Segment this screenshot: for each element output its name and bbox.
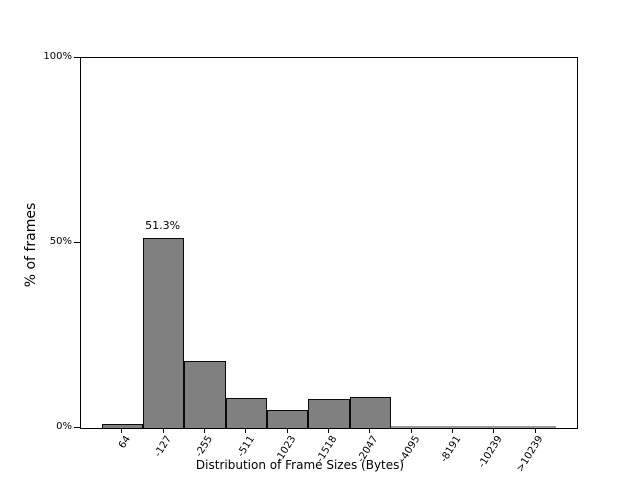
x-tick: [245, 428, 247, 433]
x-tick-label: 64: [116, 434, 133, 451]
x-tick: [162, 428, 164, 433]
plot-area: [80, 57, 578, 429]
x-tick: [328, 428, 329, 433]
x-tick: [369, 428, 371, 433]
x-axis-label: Distribution of Frame Sizes (Bytes): [195, 458, 405, 472]
bar-annotation: 51.3%: [145, 219, 181, 233]
x-tick-label: -4095: [397, 434, 423, 465]
x-tick-label: >10239: [515, 434, 547, 474]
x-tick-label: -10239: [476, 434, 505, 470]
x-tick: [410, 428, 412, 433]
bar--1023: [267, 409, 309, 428]
bar-64: [101, 424, 143, 428]
bar--2047: [349, 396, 391, 428]
x-tick-label: -511: [235, 434, 257, 460]
bar--1518: [308, 399, 350, 428]
x-tick-label: -8191: [438, 434, 464, 465]
x-tick: [493, 428, 495, 433]
y-tick: [74, 242, 80, 243]
x-tick-label: -127: [152, 434, 175, 460]
x-tick: [121, 428, 123, 433]
bar--511: [225, 398, 267, 428]
bar--127: [143, 238, 185, 428]
x-tick: [204, 428, 205, 433]
bar--4095: [391, 426, 433, 428]
bar->10239: [515, 426, 557, 428]
y-tick-label: 50%: [49, 236, 72, 247]
bar--255: [184, 360, 226, 428]
x-tick: [452, 428, 453, 433]
x-tick: [534, 428, 536, 433]
y-tick: [74, 427, 80, 428]
bar--10239: [473, 426, 515, 428]
y-tick: [74, 57, 80, 58]
y-tick-label: 0%: [56, 421, 72, 432]
x-tick: [286, 428, 288, 433]
bar--8191: [432, 426, 474, 428]
y-tick-label: 100%: [43, 51, 72, 62]
x-tick-label: -255: [193, 434, 216, 460]
